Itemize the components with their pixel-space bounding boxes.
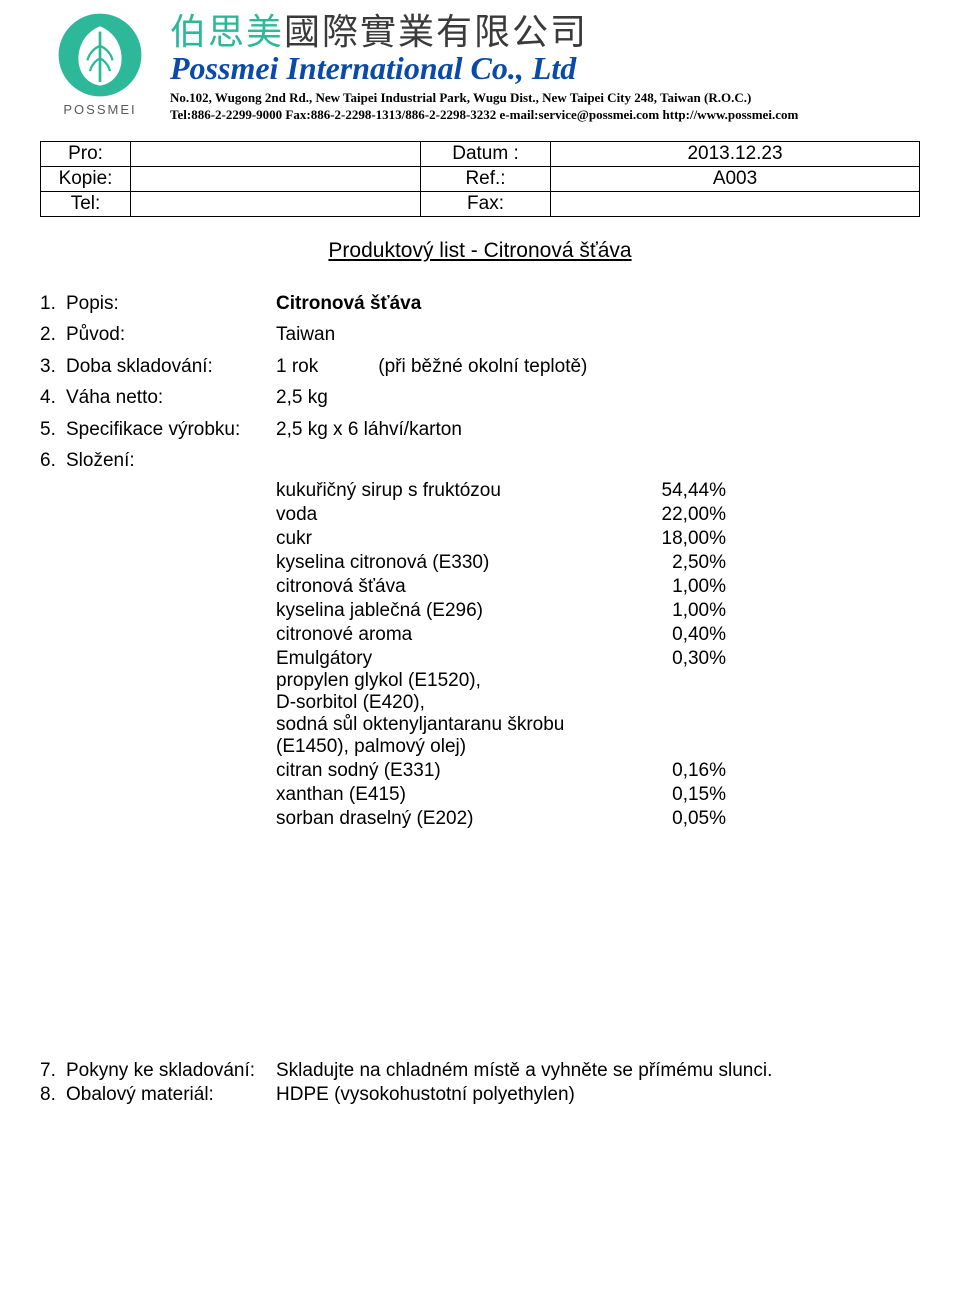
meta-table: Pro: Datum : 2013.12.23 Kopie: Ref.: A00… (40, 141, 920, 217)
bottom-label: Obalový materiál: (66, 1084, 276, 1106)
ingredient-name: kukuřičný sirup s fruktózou (276, 480, 616, 502)
field-row: 2.Původ:Taiwan (40, 320, 920, 349)
ingredient-percent: 0,05% (616, 808, 726, 830)
ref-label: Ref.: (421, 167, 551, 192)
ingredient-percent: 1,00% (616, 600, 726, 622)
document-title: Produktový list - Citronová šťáva (40, 239, 920, 263)
ingredient-row: citran sodný (E331)0,16% (276, 760, 920, 782)
ingredient-row: kyselina citronová (E330)2,50% (276, 552, 920, 574)
company-name-cn: 伯思美國際實業有限公司 (170, 14, 920, 50)
datum-value: 2013.12.23 (551, 142, 920, 167)
fax-label: Fax: (421, 192, 551, 217)
ingredient-name: kyselina jablečná (E296) (276, 600, 616, 622)
field-num: 6. (40, 446, 66, 475)
datum-label: Datum : (421, 142, 551, 167)
pro-label: Pro: (41, 142, 131, 167)
field-row: 3.Doba skladování:1 rok (při běžné okolní… (40, 352, 920, 381)
tel-label: Tel: (41, 192, 131, 217)
bottom-row: 8.Obalový materiál:HDPE (vysokohustotní … (40, 1084, 920, 1106)
field-num: 5. (40, 415, 66, 444)
ingredient-row: xanthan (E415)0,15% (276, 784, 920, 806)
field-row: 5.Specifikace výrobku:2,5 kg x 6 láhví/k… (40, 415, 920, 444)
ingredient-percent: 18,00% (616, 528, 726, 550)
field-value: 2,5 kg x 6 láhví/karton (276, 415, 462, 444)
company-name-en: Possmei International Co., Ltd (170, 50, 920, 87)
table-row: Kopie: Ref.: A003 (41, 167, 920, 192)
bottom-row: 7.Pokyny ke skladování:Skladujte na chla… (40, 1060, 920, 1082)
ingredient-name: Emulgátory propylen glykol (E1520), D-so… (276, 648, 616, 758)
ingredient-row: kyselina jablečná (E296)1,00% (276, 600, 920, 622)
field-num: 3. (40, 352, 66, 381)
brand-text: POSSMEI (63, 102, 136, 117)
ingredient-percent: 0,40% (616, 624, 726, 646)
bottom-value: HDPE (vysokohustotní polyethylen) (276, 1084, 920, 1106)
ingredient-row: Emulgátory propylen glykol (E1520), D-so… (276, 648, 920, 758)
field-num: 4. (40, 383, 66, 412)
kopie-label: Kopie: (41, 167, 131, 192)
company-address: No.102, Wugong 2nd Rd., New Taipei Indus… (170, 90, 920, 106)
field-value: 2,5 kg (276, 383, 328, 412)
ingredient-name: sorban draselný (E202) (276, 808, 616, 830)
cn-rest: 國際實業有限公司 (284, 12, 588, 52)
bottom-value: Skladujte na chladném místě a vyhněte se… (276, 1060, 920, 1082)
field-label: Původ: (66, 320, 276, 349)
company-contact: Tel:886-2-2299-9000 Fax:886-2-2298-1313/… (170, 107, 920, 123)
ingredient-percent: 22,00% (616, 504, 726, 526)
field-num: 2. (40, 320, 66, 349)
possmei-logo-icon (55, 10, 145, 100)
field-value: Citronová šťáva (276, 289, 421, 318)
field-label: Popis: (66, 289, 276, 318)
ingredient-row: cukr18,00% (276, 528, 920, 550)
ingredient-percent: 0,30% (616, 648, 726, 758)
field-row: 4.Váha netto:2,5 kg (40, 383, 920, 412)
ingredient-percent: 0,16% (616, 760, 726, 782)
ref-value: A003 (551, 167, 920, 192)
ingredient-name: kyselina citronová (E330) (276, 552, 616, 574)
ingredient-percent: 0,15% (616, 784, 726, 806)
field-label: Složení: (66, 446, 276, 475)
ingredient-row: kukuřičný sirup s fruktózou54,44% (276, 480, 920, 502)
field-num: 1. (40, 289, 66, 318)
bottom-num: 7. (40, 1060, 66, 1082)
field-label: Váha netto: (66, 383, 276, 412)
tel-value (131, 192, 421, 217)
ingredient-name: citronové aroma (276, 624, 616, 646)
field-value: Taiwan (276, 320, 335, 349)
ingredient-name: xanthan (E415) (276, 784, 616, 806)
logo-block: POSSMEI (40, 10, 160, 117)
ingredient-name: cukr (276, 528, 616, 550)
ingredient-percent: 2,50% (616, 552, 726, 574)
bottom-num: 8. (40, 1084, 66, 1106)
ingredient-row: voda22,00% (276, 504, 920, 526)
field-label: Doba skladování: (66, 352, 276, 381)
ingredient-name: voda (276, 504, 616, 526)
cn-accent: 伯思美 (170, 12, 284, 52)
ingredient-name: citran sodný (E331) (276, 760, 616, 782)
letterhead: POSSMEI 伯思美國際實業有限公司 Possmei Internationa… (40, 10, 920, 123)
bottom-fields: 7.Pokyny ke skladování:Skladujte na chla… (40, 1060, 920, 1106)
ingredients-list: kukuřičný sirup s fruktózou54,44%voda22,… (276, 480, 920, 830)
ingredient-row: sorban draselný (E202)0,05% (276, 808, 920, 830)
ingredient-percent: 54,44% (616, 480, 726, 502)
ingredient-name: citronová šťáva (276, 576, 616, 598)
bottom-label: Pokyny ke skladování: (66, 1060, 276, 1082)
table-row: Tel: Fax: (41, 192, 920, 217)
field-label: Specifikace výrobku: (66, 415, 276, 444)
table-row: Pro: Datum : 2013.12.23 (41, 142, 920, 167)
fax-value (551, 192, 920, 217)
property-fields: 1.Popis:Citronová šťáva2.Původ:Taiwan3.D… (40, 289, 920, 476)
field-row: 6.Složení: (40, 446, 920, 475)
company-block: 伯思美國際實業有限公司 Possmei International Co., L… (170, 10, 920, 123)
pro-value (131, 142, 421, 167)
ingredient-row: citronová šťáva1,00% (276, 576, 920, 598)
field-row: 1.Popis:Citronová šťáva (40, 289, 920, 318)
field-note: (při běžné okolní teplotě) (378, 352, 587, 381)
ingredient-row: citronové aroma0,40% (276, 624, 920, 646)
kopie-value (131, 167, 421, 192)
field-value: 1 rok (276, 352, 318, 381)
ingredient-percent: 1,00% (616, 576, 726, 598)
